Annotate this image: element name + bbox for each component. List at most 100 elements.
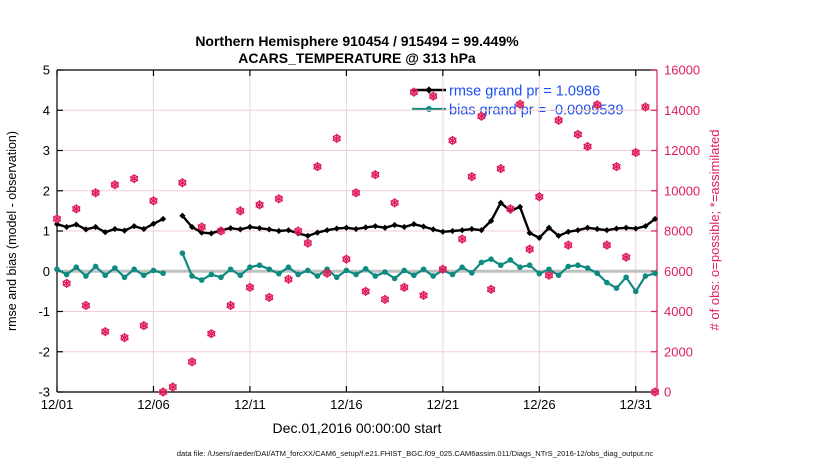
bias-marker [594,270,600,277]
bias-marker [555,272,562,279]
bias-marker [430,273,437,279]
rmse-marker [526,229,533,237]
rmse-marker [613,225,620,232]
bias-marker [112,265,118,271]
bias-marker [276,270,282,277]
bias-marker [382,269,388,275]
chart-labels: Northern Hemisphere 910454 / 915494 = 99… [5,33,722,458]
assimilated-obs-marker [158,389,168,395]
assimilated-obs-marker [477,113,486,119]
rmse-marker [352,225,360,233]
y-right-tick-label: 6000 [664,264,693,279]
bias-marker [256,262,263,269]
bias-marker [160,270,166,277]
assimilated-obs-marker [72,206,81,212]
rmse-marker [140,225,147,233]
assimilated-obs-marker [110,182,120,188]
bias-marker [565,263,572,270]
y-left-tick-label: -3 [38,385,50,400]
rmse-marker [121,227,128,234]
assimilated-obs-marker [81,302,91,309]
assimilated-obs-marker [554,117,563,124]
rmse-marker [188,223,196,231]
x-tick-label: 12/01 [41,397,74,412]
bias-marker [131,266,137,273]
bias-marker [227,266,234,273]
data-file-path: data file: /Users/raeder/DAI/ATM_forcXX/… [177,449,654,458]
x-tick-label: 12/26 [523,397,556,412]
rmse-marker [73,221,80,228]
assimilated-obs-marker [226,302,235,309]
rmse-marker [256,225,263,232]
bias-marker [449,271,456,278]
legend-bias-marker-sample [426,106,432,112]
rmse-marker [430,226,437,233]
rmse-marker [603,227,610,234]
y-right-tick-label: 8000 [664,224,693,239]
bias-marker [411,272,417,279]
bias-marker [488,256,494,262]
y-right-tick-label: 16000 [664,63,700,78]
bias-marker [83,273,89,279]
rmse-marker [82,226,90,233]
assimilated-obs-marker [342,256,351,262]
rmse-marker [237,226,244,233]
rmse-marker [198,229,205,236]
rmse-marker [391,221,398,229]
bias-marker [285,264,292,271]
bias-marker [546,266,552,273]
rmse-marker [545,224,553,231]
rmse-marker [459,227,466,234]
rmse-marker [323,227,331,234]
rmse-marker [401,223,408,231]
y-left-tick-label: -1 [38,304,50,319]
rmse-marker [285,227,292,234]
bias-marker [179,250,186,256]
rmse-marker [381,224,389,231]
assimilated-obs-marker [612,163,621,170]
assimilated-obs-marker [544,272,554,278]
assimilated-obs-marker [631,149,640,156]
assimilated-obs-marker [361,288,370,295]
assimilated-obs-marker [351,190,361,196]
assimilated-obs-marker [583,143,592,150]
rmse-marker [266,226,273,233]
bias-marker [468,270,475,276]
bias-marker [420,266,427,273]
rmse-marker [63,223,70,231]
legend-rmse-marker-sample [425,86,433,94]
rmse-marker [651,215,659,223]
rmse-marker [449,227,456,235]
assimilated-obs-marker [390,200,399,206]
assimilated-obs-marker [380,296,390,303]
bias-marker [642,273,649,279]
assimilated-obs-marker [322,270,332,276]
bias-marker [536,270,543,277]
rmse-marker [343,224,350,231]
bias-marker [391,275,398,282]
bias-marker [652,270,658,277]
bias-marker [401,267,408,274]
rmse-marker [131,223,138,230]
assimilated-obs-marker [641,104,650,110]
rmse-marker [160,215,167,223]
assimilated-obs-marker [535,194,544,200]
bias-marker [63,271,70,278]
rmse-marker [632,225,639,232]
x-tick-label: 12/11 [234,397,266,412]
rmse-marker [487,217,495,225]
bias-marker [141,272,147,279]
rmse-marker [623,224,630,231]
rmse-marker [314,229,321,236]
assimilated-obs-marker [448,137,457,144]
rmse-marker [574,227,582,234]
bias-marker [237,272,244,279]
bias-marker [305,267,311,274]
assimilated-obs-marker [573,131,583,138]
assimilated-obs-marker [515,101,525,107]
rmse-marker [333,225,340,232]
y-axis-right-label: # of obs: o=possible; *=assimilated [707,130,722,331]
y-right-tick-label: 14000 [664,103,700,118]
